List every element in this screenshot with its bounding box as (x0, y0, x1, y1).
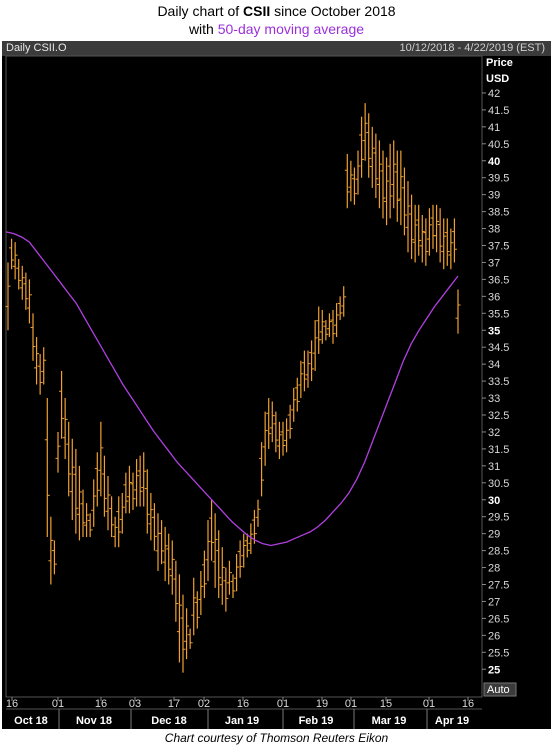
chart-title: Daily chart of CSII since October 2018 w… (0, 2, 553, 38)
x-tick-label: 01 (423, 698, 435, 710)
y-tick-label: 40 (488, 156, 500, 168)
y-tick-label: 42 (488, 88, 500, 100)
y-tick-label: 30.5 (488, 478, 509, 490)
x-tick-label: 16 (95, 698, 107, 710)
y-tick-label: 35 (488, 325, 500, 337)
x-month-label: Feb 19 (299, 715, 334, 727)
title-line-2: with 50-day moving average (0, 20, 553, 38)
y-tick-label: 27 (488, 596, 500, 608)
y-tick-label: 26 (488, 630, 500, 642)
y-tick-label: 32.5 (488, 410, 509, 422)
y-tick-label: 31 (488, 461, 500, 473)
x-tick-label: 02 (198, 698, 210, 710)
y-tick-label: 25 (488, 664, 500, 676)
plot-area (5, 55, 483, 698)
x-tick-label: 19 (316, 698, 328, 710)
y-tick-label: 40.5 (488, 139, 509, 151)
moving-average-label: 50-day moving average (217, 21, 365, 37)
x-tick-label: 01 (345, 698, 357, 710)
scale-mode-box (483, 682, 517, 697)
y-tick-label: 37.5 (488, 241, 509, 253)
scale-mode-label: Auto (487, 684, 510, 696)
x-tick-label: 16 (237, 698, 249, 710)
title-line-1: Daily chart of CSII since October 2018 (0, 2, 553, 20)
y-tick-label: 37 (488, 257, 500, 269)
title-suffix: since October 2018 (270, 3, 396, 19)
y-tick-label: 34.5 (488, 342, 509, 354)
y-tick-label: 35.5 (488, 308, 509, 320)
y-tick-label: 28 (488, 563, 500, 575)
x-tick-label: 01 (277, 698, 289, 710)
instrument-label: Daily CSII.O (6, 42, 67, 54)
x-month-label: Apr 19 (435, 715, 469, 727)
y-tick-label: 27.5 (488, 580, 509, 592)
x-month-label: Mar 19 (372, 715, 407, 727)
y-tick-label: 33.5 (488, 376, 509, 388)
y-tick-label: 30 (488, 495, 500, 507)
x-month-label: Oct 18 (14, 715, 48, 727)
y-tick-label: 41 (488, 122, 500, 134)
date-range-label: 10/12/2018 - 4/22/2019 (EST) (399, 42, 545, 54)
y-tick-label: 31.5 (488, 444, 509, 456)
chart-credit: Chart courtesy of Thomson Reuters Eikon (164, 731, 389, 745)
y-tick-label: 36 (488, 291, 500, 303)
x-tick-label: 16 (6, 698, 18, 710)
subtitle-prefix: with (188, 21, 218, 37)
chart-frame: Daily CSII.O 10/12/2018 - 4/22/2019 (EST… (2, 41, 551, 729)
y-tick-label: 28.5 (488, 546, 509, 558)
y-tick-label: 39 (488, 190, 500, 202)
y-axis-title: Price (486, 57, 513, 69)
y-tick-label: 26.5 (488, 613, 509, 625)
y-tick-label: 32 (488, 427, 500, 439)
x-tick-label: 01 (52, 698, 64, 710)
y-tick-label: 33 (488, 393, 500, 405)
y-tick-label: 25.5 (488, 647, 509, 659)
y-tick-label: 41.5 (488, 105, 509, 117)
x-tick-label: 16 (462, 698, 474, 710)
y-tick-label: 29 (488, 529, 500, 541)
y-tick-label: 39.5 (488, 173, 509, 185)
price-chart[interactable]: 42 41.5 41 40.5 40 39.5 39 38.5 38 37.5 37 36.5 36 35… (2, 41, 551, 729)
x-month-label: Dec 18 (151, 715, 186, 727)
y-tick-label: 36.5 (488, 274, 509, 286)
title-prefix: Daily chart of (157, 3, 244, 19)
y-tick-label: 38 (488, 224, 500, 236)
chart-header-bar: Daily CSII.O 10/12/2018 - 4/22/2019 (EST… (2, 41, 551, 56)
ticker-symbol: CSII (243, 3, 271, 19)
x-month-label: Nov 18 (76, 715, 112, 727)
x-tick-label: 17 (168, 698, 180, 710)
y-tick-label: 38.5 (488, 207, 509, 219)
x-month-label: Jan 19 (225, 715, 259, 727)
y-tick-label: 29.5 (488, 512, 509, 524)
y-axis-unit: USD (486, 73, 509, 85)
x-tick-label: 15 (380, 698, 392, 710)
moving-average-line (5, 231, 459, 547)
x-tick-label: 03 (129, 698, 141, 710)
y-tick-label: 34 (488, 359, 500, 371)
